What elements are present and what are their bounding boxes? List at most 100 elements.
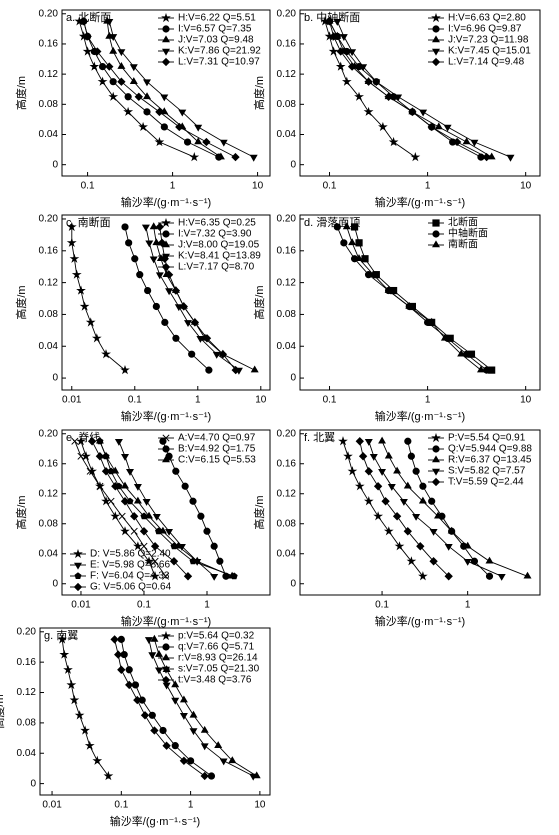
point bbox=[76, 285, 86, 295]
point bbox=[172, 334, 180, 342]
x-tick-label: 1 bbox=[195, 395, 201, 406]
point bbox=[219, 139, 228, 147]
point bbox=[76, 436, 86, 446]
point bbox=[200, 743, 209, 751]
legend-label: K:V=7.86 Q=21.92 bbox=[178, 46, 261, 57]
point bbox=[463, 541, 472, 549]
point bbox=[125, 680, 134, 690]
legend-marker bbox=[162, 48, 170, 56]
point bbox=[148, 711, 156, 719]
series-line bbox=[336, 21, 511, 158]
point bbox=[347, 466, 358, 476]
point bbox=[160, 94, 169, 102]
legend-marker bbox=[73, 548, 83, 559]
point bbox=[231, 365, 240, 375]
point bbox=[162, 682, 171, 690]
legend-marker bbox=[432, 445, 440, 453]
point bbox=[74, 710, 85, 720]
point bbox=[84, 740, 95, 750]
x-tick-label: 0.1 bbox=[323, 395, 337, 406]
legend-marker bbox=[431, 432, 441, 443]
point bbox=[133, 695, 142, 705]
x-tick-label: 10 bbox=[255, 395, 267, 406]
point bbox=[118, 512, 126, 520]
point bbox=[155, 222, 164, 232]
point bbox=[133, 541, 143, 551]
point bbox=[418, 496, 427, 504]
point bbox=[177, 544, 186, 551]
point bbox=[412, 514, 421, 521]
x-tick-label: 0.01 bbox=[71, 600, 91, 611]
plot-frame bbox=[61, 9, 271, 177]
point bbox=[387, 483, 396, 491]
point bbox=[373, 511, 384, 521]
point bbox=[462, 137, 471, 145]
point bbox=[71, 269, 82, 279]
x-tick-label: 1 bbox=[188, 800, 194, 811]
y-tick-label: 0.20 bbox=[39, 428, 59, 439]
legend-label: H:V=6.63 Q=2.80 bbox=[448, 13, 526, 24]
y-tick-label: 0.04 bbox=[39, 341, 59, 352]
point bbox=[378, 121, 388, 132]
y-tick-label: 0.16 bbox=[277, 39, 297, 50]
legend-label: r:V=8.93 Q=26.14 bbox=[178, 653, 258, 664]
point bbox=[79, 17, 88, 26]
point bbox=[152, 302, 160, 311]
point bbox=[403, 527, 412, 536]
y-tick-label: 0.04 bbox=[277, 341, 297, 352]
point bbox=[187, 757, 195, 765]
legend-label: L:V=7.14 Q=9.48 bbox=[448, 57, 525, 68]
series-line bbox=[91, 441, 189, 577]
point bbox=[140, 711, 150, 720]
point bbox=[369, 453, 378, 461]
chart-title: c. 南断面 bbox=[66, 215, 111, 229]
point bbox=[160, 123, 168, 131]
y-tick-label: 0.12 bbox=[277, 69, 297, 80]
point bbox=[97, 76, 108, 86]
point bbox=[383, 526, 394, 536]
x-axis-label: 输沙率/(g·m⁻¹·s⁻¹) bbox=[375, 195, 465, 209]
legend-marker bbox=[432, 25, 440, 33]
series-line bbox=[159, 226, 237, 371]
legend-label: E: V=5.98 Q=8.66 bbox=[90, 560, 170, 571]
plot-frame bbox=[61, 214, 271, 391]
point bbox=[394, 94, 403, 102]
point bbox=[200, 725, 209, 733]
plot-frame bbox=[299, 9, 541, 177]
series-line bbox=[324, 21, 416, 158]
y-tick-label: 0 bbox=[52, 578, 58, 589]
y-axis-label: 高度/m bbox=[252, 76, 266, 110]
legend-label: I:V=6.96 Q=9.87 bbox=[448, 24, 522, 35]
x-tick-label: 1 bbox=[425, 395, 431, 406]
point bbox=[171, 697, 180, 705]
y-tick-label: 0 bbox=[290, 578, 296, 589]
series-line bbox=[162, 441, 227, 577]
legend-label: 南断面 bbox=[448, 238, 478, 251]
legend-marker bbox=[161, 12, 171, 23]
legend-label: Q:V=5.944 Q=9.88 bbox=[448, 444, 532, 455]
point bbox=[384, 286, 393, 293]
point bbox=[159, 726, 167, 735]
point bbox=[350, 223, 359, 231]
point bbox=[110, 635, 119, 644]
point bbox=[117, 635, 125, 643]
legend-label: 北断面 bbox=[448, 216, 478, 229]
point bbox=[412, 467, 420, 475]
point bbox=[89, 61, 100, 71]
y-tick-label: 0.08 bbox=[39, 99, 59, 110]
series-line bbox=[368, 441, 502, 577]
point bbox=[183, 138, 192, 146]
point bbox=[150, 634, 159, 642]
legend-label: K:V=7.45 Q=15.01 bbox=[448, 46, 531, 57]
point bbox=[152, 514, 161, 521]
y-tick-label: 0.12 bbox=[39, 277, 59, 288]
point bbox=[152, 238, 161, 246]
point bbox=[140, 542, 148, 550]
point bbox=[66, 237, 77, 247]
point bbox=[105, 18, 114, 26]
y-axis-label: 高度/m bbox=[14, 285, 28, 319]
point bbox=[384, 92, 393, 101]
x-tick-label: 10 bbox=[254, 800, 266, 811]
point bbox=[101, 467, 111, 476]
point bbox=[210, 574, 219, 581]
